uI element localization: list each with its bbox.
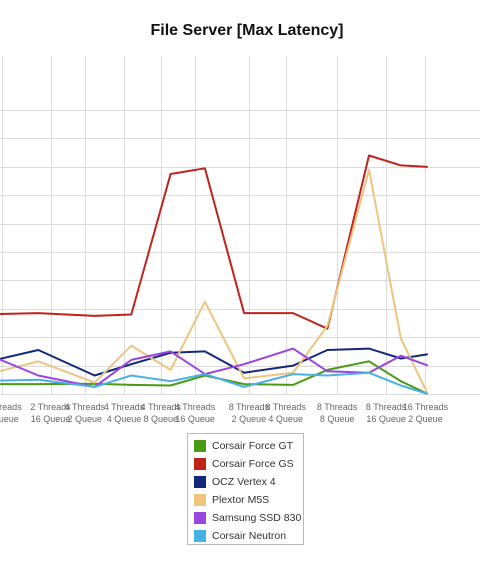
legend-label: Samsung SSD 830: [212, 512, 302, 524]
legend-swatch: [194, 458, 206, 470]
x-tick-label: 8 Threads: [366, 402, 407, 412]
legend-item: Corsair Neutron: [188, 527, 303, 545]
legend-label: Plextor M5S: [212, 494, 270, 506]
x-tick-label: 16 Queue: [175, 414, 215, 424]
x-tick-label: 2 Queue: [68, 414, 103, 424]
x-tick-label: 16 Queue: [366, 414, 406, 424]
series-line-0: [0, 360, 429, 395]
chart-title: File Server [Max Latency]: [151, 22, 344, 39]
legend-item: Samsung SSD 830: [188, 509, 303, 527]
x-tick-label: 4 Threads: [141, 402, 182, 412]
series-line-2: [0, 347, 428, 377]
series-lines: [0, 154, 429, 395]
series-line-1: [0, 154, 428, 330]
x-tick-label: 8 Threads: [266, 402, 307, 412]
x-tick-label: 16 Queue: [31, 414, 71, 424]
series-line-5: [0, 371, 429, 395]
grid-lines: [0, 56, 480, 395]
legend-swatch: [194, 440, 206, 452]
x-tick-label: 1 Threads: [0, 402, 22, 412]
legend-item: OCZ Vertex 4: [188, 473, 303, 491]
legend-label: OCZ Vertex 4: [212, 476, 276, 488]
x-tick-label: 4 Queue: [268, 414, 303, 424]
x-tick-label: 2 Queue: [232, 414, 267, 424]
x-tick-label: 1 Queue: [0, 414, 19, 424]
x-tick-label: 4 Threads: [175, 402, 216, 412]
legend-label: Corsair Neutron: [212, 530, 287, 542]
x-tick-label: 8 Threads: [229, 402, 270, 412]
x-tick-label: 4 Threads: [65, 402, 106, 412]
x-tick-label: 8 Queue: [320, 414, 355, 424]
legend-item: Corsair Force GS: [188, 455, 303, 473]
x-tick-label: 2 Threads: [30, 402, 71, 412]
legend-swatch: [194, 512, 206, 524]
series-line-4: [0, 347, 429, 388]
legend-label: Corsair Force GT: [212, 440, 294, 452]
series-line-3: [0, 168, 429, 395]
legend-item: Plextor M5S: [188, 491, 303, 509]
x-tick-label: 4 Threads: [104, 402, 145, 412]
legend-swatch: [194, 530, 206, 542]
legend-swatch: [194, 476, 206, 488]
x-tick-label: 2 Queue: [408, 414, 443, 424]
legend-swatch: [194, 494, 206, 506]
legend: Corsair Force GT Corsair Force GS OCZ Vert…: [187, 433, 304, 545]
x-tick-label: 16 Threads: [403, 402, 449, 412]
x-tick-label: 8 Queue: [144, 414, 179, 424]
x-tick-label: 8 Threads: [317, 402, 358, 412]
x-axis-labels: 1 Threads 1 Queue 2 Threads 16 Queue 4 Threa…: [0, 402, 449, 424]
x-tick-label: 4 Queue: [107, 414, 142, 424]
legend-label: Corsair Force GS: [212, 458, 294, 470]
legend-item: Corsair Force GT: [188, 437, 303, 455]
